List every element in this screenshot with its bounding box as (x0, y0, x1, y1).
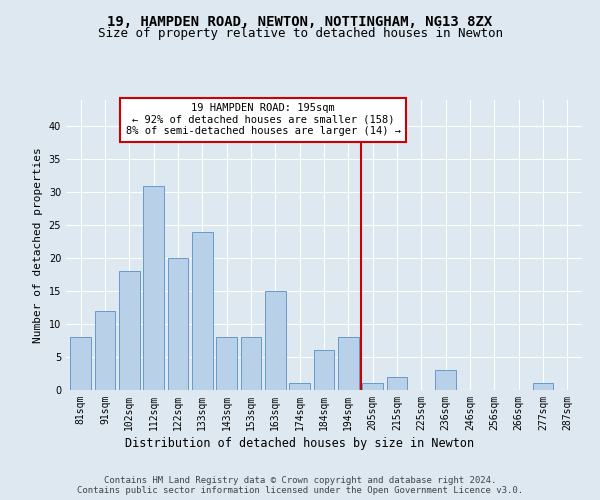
Bar (167, 258, 188, 390)
Text: Distribution of detached houses by size in Newton: Distribution of detached houses by size … (125, 438, 475, 450)
Y-axis label: Number of detached properties: Number of detached properties (33, 147, 43, 343)
Bar (265, 291, 286, 390)
Bar (70, 338, 91, 390)
Bar (386, 377, 407, 390)
Bar (95, 311, 115, 390)
Bar (241, 338, 262, 390)
Bar (436, 370, 456, 390)
Bar (143, 186, 164, 390)
Bar (216, 338, 237, 390)
Bar (314, 350, 334, 390)
Text: Size of property relative to detached houses in Newton: Size of property relative to detached ho… (97, 28, 503, 40)
Text: 19 HAMPDEN ROAD: 195sqm
← 92% of detached houses are smaller (158)
8% of semi-de: 19 HAMPDEN ROAD: 195sqm ← 92% of detache… (125, 104, 401, 136)
Bar (533, 384, 553, 390)
Bar (338, 338, 359, 390)
Bar (119, 272, 140, 390)
Bar (362, 384, 383, 390)
Text: 19, HAMPDEN ROAD, NEWTON, NOTTINGHAM, NG13 8ZX: 19, HAMPDEN ROAD, NEWTON, NOTTINGHAM, NG… (107, 15, 493, 29)
Text: Contains HM Land Registry data © Crown copyright and database right 2024.
Contai: Contains HM Land Registry data © Crown c… (77, 476, 523, 495)
Bar (192, 232, 212, 390)
Bar (289, 384, 310, 390)
